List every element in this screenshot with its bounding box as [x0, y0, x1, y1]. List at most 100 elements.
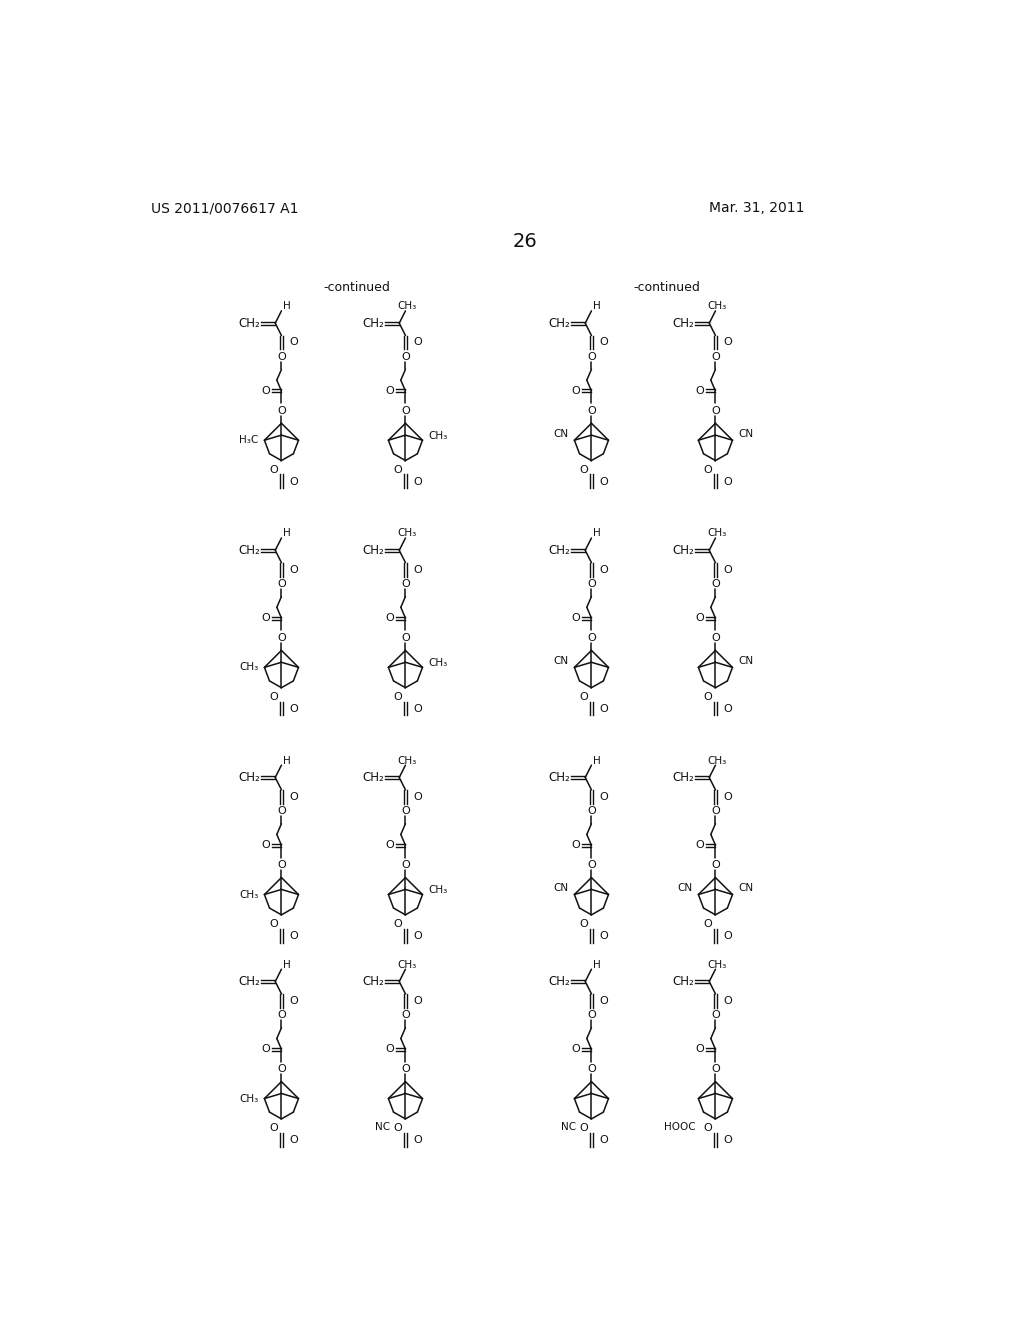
Text: H: H [283, 960, 291, 970]
Text: O: O [386, 385, 394, 396]
Text: O: O [599, 565, 608, 574]
Text: O: O [571, 385, 581, 396]
Text: O: O [289, 932, 298, 941]
Text: CN: CN [553, 883, 568, 894]
Text: O: O [587, 861, 596, 870]
Text: O: O [414, 932, 422, 941]
Text: CH₂: CH₂ [672, 317, 693, 330]
Text: CN: CN [738, 656, 754, 667]
Text: O: O [703, 919, 713, 929]
Text: O: O [723, 477, 732, 487]
Text: O: O [711, 579, 720, 589]
Text: O: O [289, 792, 298, 801]
Text: O: O [587, 634, 596, 643]
Text: CH₂: CH₂ [362, 317, 384, 330]
Text: CH₂: CH₂ [238, 544, 260, 557]
Text: O: O [262, 612, 270, 623]
Text: O: O [711, 861, 720, 870]
Text: O: O [269, 1123, 279, 1133]
Text: O: O [278, 579, 286, 589]
Text: O: O [723, 995, 732, 1006]
Text: O: O [289, 477, 298, 487]
Text: CH₃: CH₃ [708, 528, 727, 539]
Text: 26: 26 [512, 232, 538, 251]
Text: CH₃: CH₃ [239, 1093, 258, 1104]
Text: O: O [386, 612, 394, 623]
Text: O: O [723, 792, 732, 801]
Text: O: O [587, 407, 596, 416]
Text: H: H [283, 528, 291, 539]
Text: CH₃: CH₃ [429, 430, 447, 441]
Text: CN: CN [553, 429, 568, 440]
Text: -continued: -continued [324, 281, 390, 294]
Text: US 2011/0076617 A1: US 2011/0076617 A1 [152, 202, 299, 215]
Text: CH₂: CH₂ [672, 975, 693, 989]
Text: CH₂: CH₂ [548, 771, 569, 784]
Text: HOOC: HOOC [665, 1122, 695, 1131]
Text: O: O [269, 919, 279, 929]
Text: O: O [289, 565, 298, 574]
Text: O: O [262, 385, 270, 396]
Text: O: O [386, 841, 394, 850]
Text: CH₃: CH₃ [397, 528, 417, 539]
Text: NC: NC [561, 1122, 577, 1131]
Text: O: O [386, 1044, 394, 1055]
Text: O: O [401, 634, 410, 643]
Text: O: O [703, 692, 713, 702]
Text: O: O [711, 807, 720, 816]
Text: H₃C: H₃C [239, 436, 258, 445]
Text: CN: CN [738, 883, 754, 894]
Text: O: O [289, 995, 298, 1006]
Text: O: O [401, 861, 410, 870]
Text: O: O [278, 1064, 286, 1074]
Text: CH₂: CH₂ [362, 544, 384, 557]
Text: O: O [262, 1044, 270, 1055]
Text: O: O [278, 807, 286, 816]
Text: O: O [711, 407, 720, 416]
Text: O: O [414, 565, 422, 574]
Text: -continued: -continued [633, 281, 700, 294]
Text: O: O [580, 465, 589, 475]
Text: O: O [711, 1064, 720, 1074]
Text: O: O [571, 612, 581, 623]
Text: O: O [580, 692, 589, 702]
Text: CH₃: CH₃ [397, 301, 417, 312]
Text: O: O [599, 705, 608, 714]
Text: O: O [394, 465, 402, 475]
Text: O: O [723, 1135, 732, 1146]
Text: O: O [723, 705, 732, 714]
Text: O: O [401, 352, 410, 362]
Text: CH₃: CH₃ [397, 960, 417, 970]
Text: CH₂: CH₂ [238, 771, 260, 784]
Text: O: O [711, 352, 720, 362]
Text: O: O [696, 841, 705, 850]
Text: CH₂: CH₂ [548, 975, 569, 989]
Text: Mar. 31, 2011: Mar. 31, 2011 [710, 202, 805, 215]
Text: H: H [593, 528, 601, 539]
Text: CH₂: CH₂ [548, 544, 569, 557]
Text: O: O [703, 1123, 713, 1133]
Text: CH₂: CH₂ [238, 975, 260, 989]
Text: H: H [283, 301, 291, 312]
Text: O: O [401, 1064, 410, 1074]
Text: O: O [394, 692, 402, 702]
Text: CH₂: CH₂ [548, 317, 569, 330]
Text: O: O [599, 338, 608, 347]
Text: O: O [394, 919, 402, 929]
Text: H: H [593, 301, 601, 312]
Text: O: O [723, 932, 732, 941]
Text: O: O [278, 1010, 286, 1020]
Text: O: O [587, 579, 596, 589]
Text: O: O [696, 1044, 705, 1055]
Text: O: O [711, 1010, 720, 1020]
Text: O: O [414, 1135, 422, 1146]
Text: CH₃: CH₃ [397, 755, 417, 766]
Text: CH₃: CH₃ [429, 657, 447, 668]
Text: CH₂: CH₂ [238, 317, 260, 330]
Text: O: O [580, 1123, 589, 1133]
Text: O: O [269, 465, 279, 475]
Text: O: O [696, 385, 705, 396]
Text: H: H [593, 755, 601, 766]
Text: O: O [599, 995, 608, 1006]
Text: H: H [593, 960, 601, 970]
